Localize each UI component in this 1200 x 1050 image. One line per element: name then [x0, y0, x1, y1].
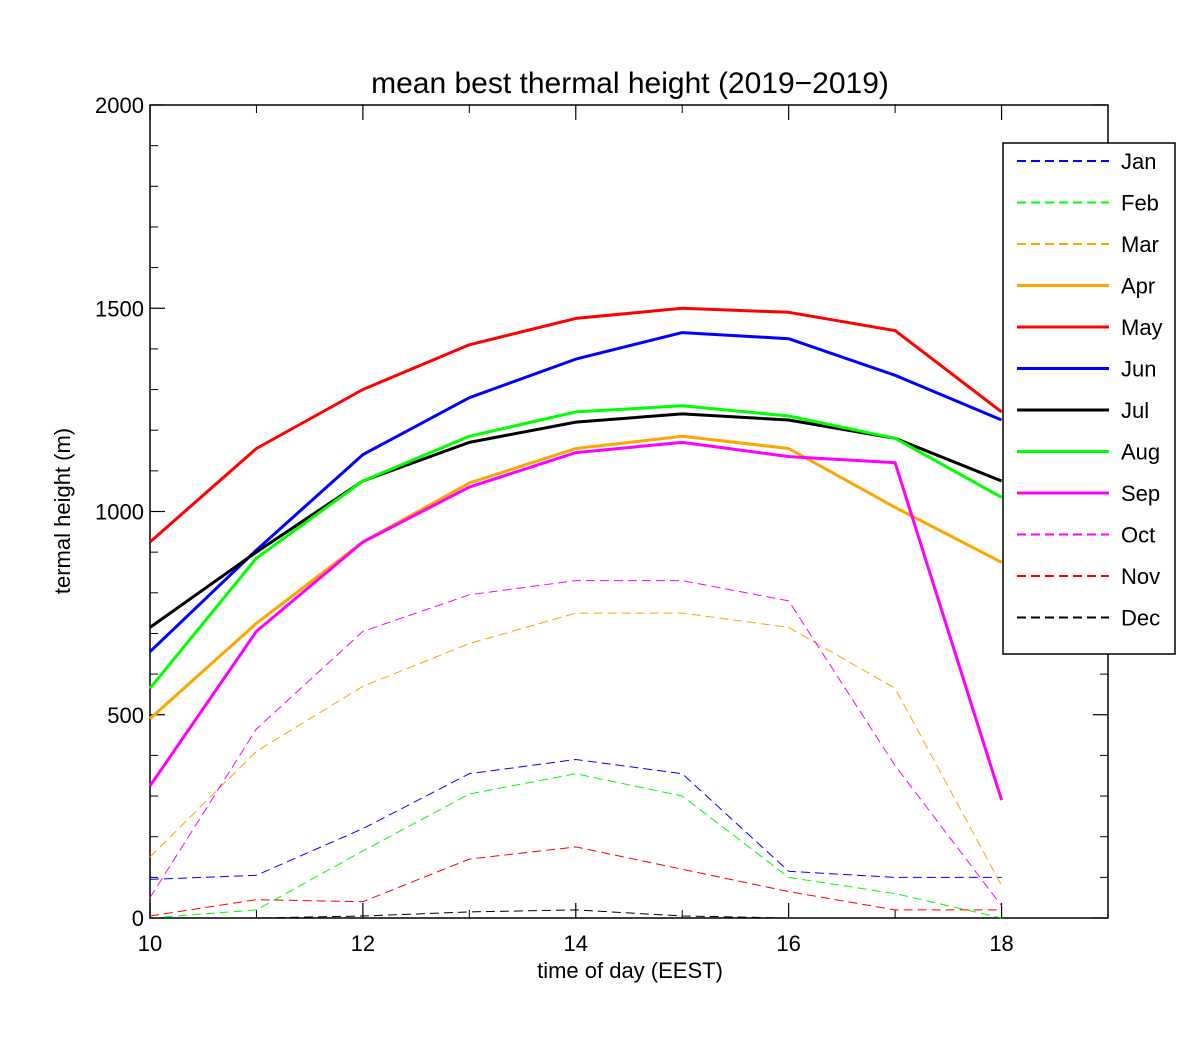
- x-tick-label: 16: [776, 931, 800, 956]
- legend-label-nov: Nov: [1121, 564, 1160, 589]
- legend-label-sep: Sep: [1121, 481, 1160, 506]
- y-tick-label: 500: [107, 703, 144, 728]
- legend-label-jul: Jul: [1121, 398, 1149, 423]
- legend-label-may: May: [1121, 315, 1163, 340]
- plot-area-frame: [149, 104, 1109, 919]
- series-line-mar: [149, 612, 1003, 886]
- series-line-jan: [149, 759, 1002, 880]
- legend-box: [1002, 142, 1176, 655]
- legend-label-feb: Feb: [1121, 191, 1159, 216]
- y-tick-label: 0: [132, 906, 144, 931]
- series-line-oct: [149, 580, 1002, 907]
- x-tick-label: 10: [138, 931, 162, 956]
- legend-label-jan: Jan: [1121, 149, 1156, 174]
- x-tick-label: 14: [564, 931, 588, 956]
- series-line-jun: [148, 331, 1003, 653]
- series-line-feb: [149, 773, 1002, 919]
- series-line-nov: [149, 846, 1002, 917]
- y-tick-label: 1500: [95, 296, 144, 321]
- x-axis-label: time of day (EEST): [537, 958, 723, 983]
- y-tick-label: 2000: [95, 93, 144, 118]
- legend-label-apr: Apr: [1121, 274, 1155, 299]
- legend-label-aug: Aug: [1121, 440, 1160, 465]
- legend-label-dec: Dec: [1121, 606, 1160, 631]
- chart-title: mean best thermal height (2019−2019): [371, 67, 889, 100]
- legend-label-oct: Oct: [1121, 523, 1155, 548]
- series-line-jul: [149, 412, 1003, 629]
- legend-label-mar: Mar: [1121, 232, 1159, 257]
- series-line-apr: [148, 434, 1003, 720]
- legend-label-jun: Jun: [1121, 357, 1156, 382]
- x-tick-label: 12: [351, 931, 375, 956]
- y-tick-label: 1000: [95, 500, 144, 525]
- series-line-sep: [148, 440, 1004, 801]
- series-line-aug: [148, 404, 1003, 690]
- y-axis-label: termal height (m): [50, 428, 75, 594]
- series-line-may: [149, 306, 1003, 544]
- series-line-dec: [150, 909, 1002, 919]
- x-tick-label: 18: [989, 931, 1013, 956]
